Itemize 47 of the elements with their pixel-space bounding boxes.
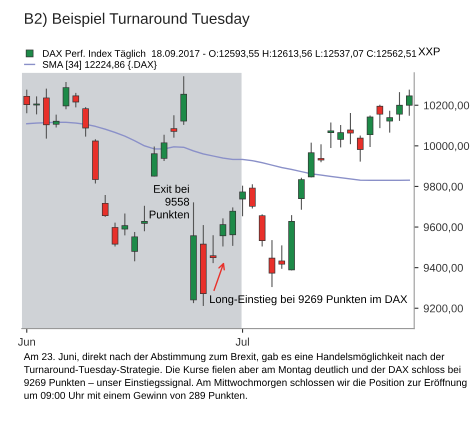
candlestick: [210, 235, 216, 264]
x-tick-label: Jun: [18, 338, 35, 346]
y-tick-label: 9200,00: [424, 304, 463, 314]
candlestick: [220, 218, 226, 246]
candlestick: [62, 82, 70, 110]
candlestick: [229, 207, 236, 246]
candlestick: [406, 90, 413, 116]
candlestick: [33, 96, 40, 114]
candlestick: [278, 245, 286, 269]
candlestick: [131, 232, 138, 262]
candlestick: [160, 134, 168, 162]
legend-label: SMA [34] 12224,86 {.DAX}: [42, 60, 157, 70]
text: Am 23. Juni, direkt nach der Abstimmung zum Brexit, gab es eine Handelsmöglichkeit nach der Turnaround-Tuesday-Strategie. Die Kurse fielen aber am Montag deutlich und der DAX schloss bei 9269 Punkten – unser Einstiegssignal. Am Mittwochmorgen schlossen wir die Position zur Eröffnung um 09:00 Uhr mit einem Gewinn von 289 Punkten.: [24, 352, 466, 399]
candlestick: [112, 222, 118, 246]
legend-label: DAX Perf. Index Täglich 18.09.2017 - O:12593,55 H:12613,56 L:12537,07 C:12562,51: [43, 50, 416, 59]
candlestick: [328, 122, 334, 148]
candlestick: [239, 186, 246, 216]
x-tick-label: Jul: [236, 338, 249, 346]
candlestick: [72, 92, 80, 108]
candlestick: [122, 214, 128, 236]
candlestick: [170, 115, 178, 138]
y-tick-label: 9600,00: [424, 223, 463, 232]
candlestick: [102, 195, 109, 217]
annotation: Long-Einstieg bei 9269 Punkten im DAX: [210, 294, 408, 306]
y-tick-label: 9800,00: [424, 182, 463, 192]
candlestick: [141, 206, 148, 232]
candlestick: [52, 114, 60, 128]
candlestick: [150, 146, 158, 177]
y-tick-label: 9400,00: [424, 264, 463, 274]
candlestick: [356, 136, 364, 162]
chart-title: B2) Beispiel Turnaround Tuesday: [25, 12, 250, 27]
candlestick: [318, 144, 324, 162]
candlestick: [337, 124, 344, 148]
y-axis-title: XXP: [418, 48, 440, 56]
annotation: Exit bei 9558 Punkten: [150, 184, 190, 218]
candlestick: [249, 184, 256, 209]
candlestick: [347, 113, 354, 144]
candlestick: [268, 240, 276, 288]
y-tick-label: 10000,00: [424, 142, 470, 152]
y-tick-label: 10200,00: [424, 102, 470, 111]
candlestick: [82, 107, 89, 137]
candlestick: [396, 92, 403, 121]
candlestick: [376, 104, 384, 128]
candlestick: [298, 178, 305, 210]
candlestick: [366, 115, 374, 148]
candlestick: [23, 90, 30, 114]
candlestick: [386, 110, 393, 133]
